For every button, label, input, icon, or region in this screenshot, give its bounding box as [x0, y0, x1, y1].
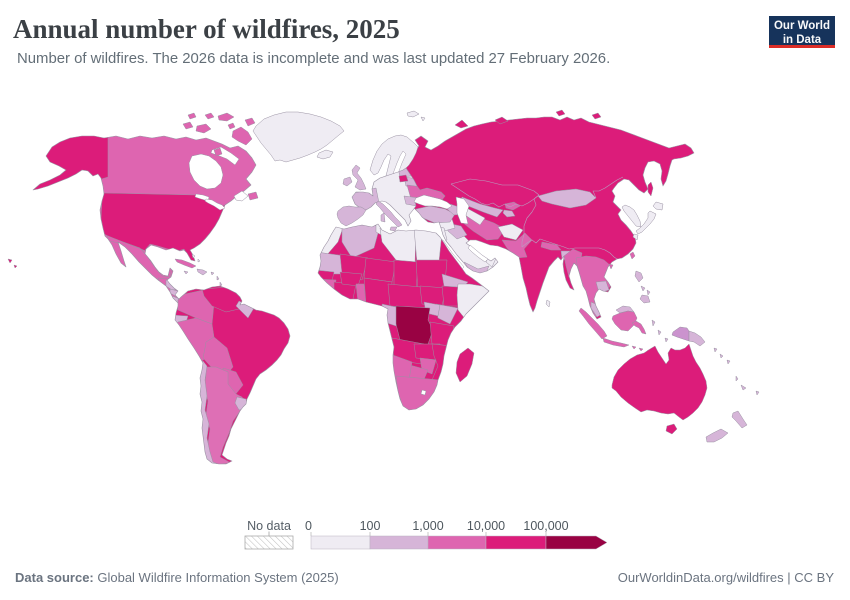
svg-text:10,000: 10,000 — [467, 519, 505, 533]
svg-text:No data: No data — [247, 519, 291, 533]
svg-text:100,000: 100,000 — [523, 519, 568, 533]
svg-text:100: 100 — [360, 519, 381, 533]
svg-text:0: 0 — [305, 519, 312, 533]
svg-text:1,000: 1,000 — [412, 519, 443, 533]
